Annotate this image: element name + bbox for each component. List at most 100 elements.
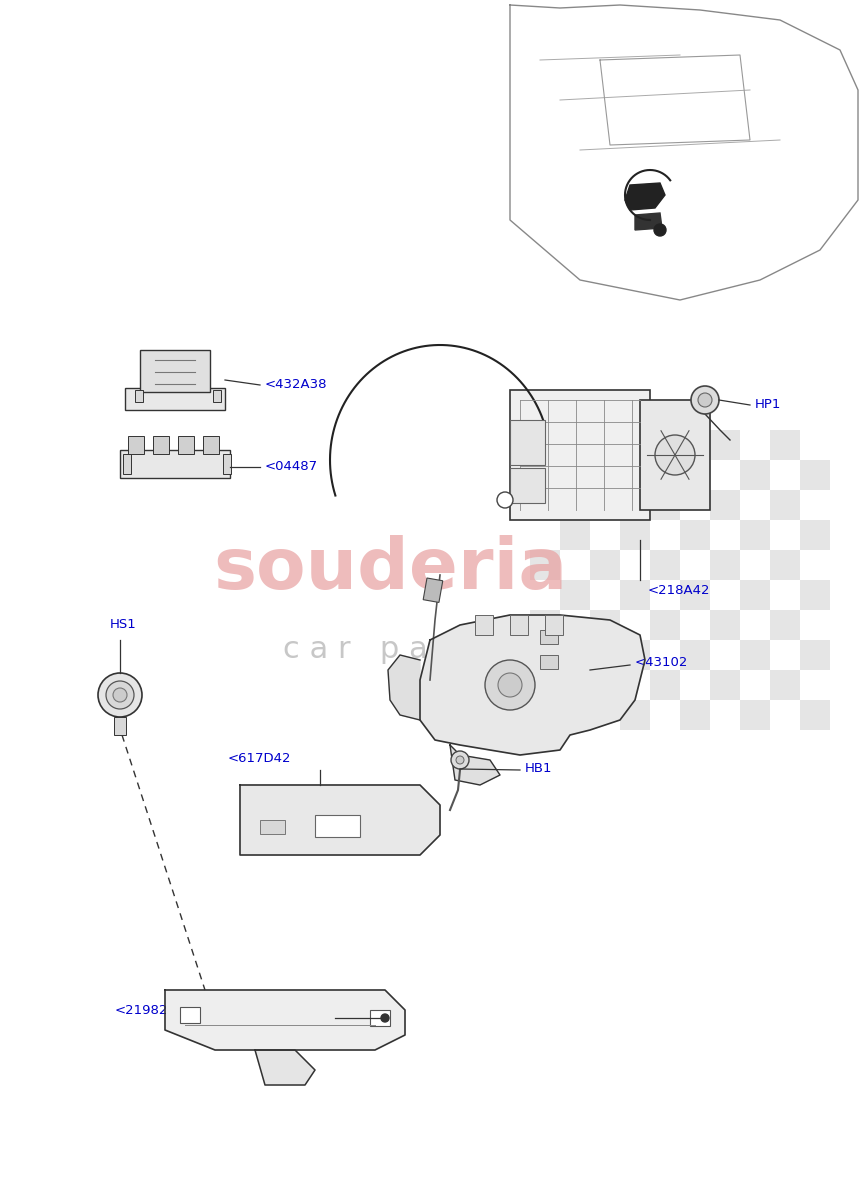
Bar (650, 670, 680, 700)
Bar (530, 550, 560, 580)
Bar (710, 430, 740, 460)
Bar (510, 390, 650, 520)
Bar (680, 460, 710, 490)
Bar (545, 614, 563, 635)
Bar (620, 700, 650, 730)
Bar (125, 388, 225, 410)
Bar (590, 610, 620, 640)
Polygon shape (388, 655, 420, 720)
Bar (560, 520, 590, 550)
Bar (203, 436, 219, 454)
Bar (680, 700, 710, 730)
Bar (560, 640, 590, 670)
Bar (650, 430, 680, 460)
Bar (590, 550, 620, 580)
Bar (710, 670, 740, 700)
Bar (560, 460, 590, 490)
Circle shape (485, 660, 535, 710)
Bar (510, 468, 545, 503)
Bar (770, 490, 800, 520)
Text: HB1: HB1 (525, 762, 552, 774)
Bar (370, 1010, 390, 1026)
Bar (540, 630, 558, 644)
Bar (800, 520, 830, 550)
Circle shape (456, 756, 464, 764)
Bar (680, 640, 710, 670)
Bar (178, 436, 194, 454)
Circle shape (691, 386, 719, 414)
Circle shape (381, 1014, 389, 1022)
Text: <617D42: <617D42 (228, 751, 291, 764)
Bar (770, 430, 800, 460)
Bar (140, 350, 210, 392)
Text: souderia: souderia (213, 535, 567, 605)
Bar (510, 614, 528, 635)
Bar (640, 400, 710, 510)
Text: <432A38: <432A38 (265, 378, 327, 391)
Bar (114, 716, 126, 734)
Bar (120, 450, 230, 478)
Bar (540, 655, 558, 670)
Bar (590, 430, 620, 460)
Bar (590, 670, 620, 700)
Circle shape (655, 434, 695, 475)
Text: <218A42: <218A42 (648, 583, 710, 596)
Bar (740, 640, 770, 670)
Circle shape (497, 492, 513, 508)
Bar (315, 815, 360, 838)
Bar (800, 460, 830, 490)
Text: <21982: <21982 (115, 1003, 168, 1016)
Text: <04487: <04487 (265, 461, 318, 474)
Bar (770, 670, 800, 700)
Polygon shape (450, 745, 500, 785)
Circle shape (451, 751, 469, 769)
Bar (740, 460, 770, 490)
Bar (423, 578, 442, 602)
Bar (560, 700, 590, 730)
Circle shape (698, 392, 712, 407)
Polygon shape (165, 990, 405, 1050)
Bar (260, 820, 285, 834)
Polygon shape (625, 182, 665, 210)
Bar (770, 610, 800, 640)
Bar (530, 670, 560, 700)
Bar (650, 610, 680, 640)
Bar (650, 490, 680, 520)
Text: c a r   p a r t s: c a r p a r t s (283, 636, 497, 665)
Circle shape (654, 224, 666, 236)
Bar (710, 610, 740, 640)
Circle shape (113, 688, 127, 702)
Bar (680, 580, 710, 610)
Text: HS1: HS1 (110, 618, 137, 631)
Bar (620, 520, 650, 550)
Circle shape (498, 673, 522, 697)
Bar (710, 550, 740, 580)
Bar (650, 550, 680, 580)
Bar (530, 610, 560, 640)
Polygon shape (255, 1050, 315, 1085)
Bar (710, 490, 740, 520)
Bar (510, 420, 545, 464)
Bar (223, 454, 231, 474)
Bar (800, 580, 830, 610)
Bar (153, 436, 169, 454)
Bar (123, 454, 131, 474)
Bar (180, 1007, 200, 1022)
Bar (800, 640, 830, 670)
Bar (620, 640, 650, 670)
Bar (530, 430, 560, 460)
Circle shape (106, 680, 134, 709)
Bar (680, 520, 710, 550)
Bar (128, 436, 144, 454)
Bar (135, 390, 143, 402)
Polygon shape (240, 785, 440, 854)
Circle shape (98, 673, 142, 716)
Bar (620, 580, 650, 610)
Bar (213, 390, 221, 402)
Bar (620, 460, 650, 490)
Polygon shape (635, 214, 662, 230)
Bar (740, 520, 770, 550)
Bar (590, 490, 620, 520)
Bar (800, 700, 830, 730)
Text: HP1: HP1 (755, 398, 782, 412)
